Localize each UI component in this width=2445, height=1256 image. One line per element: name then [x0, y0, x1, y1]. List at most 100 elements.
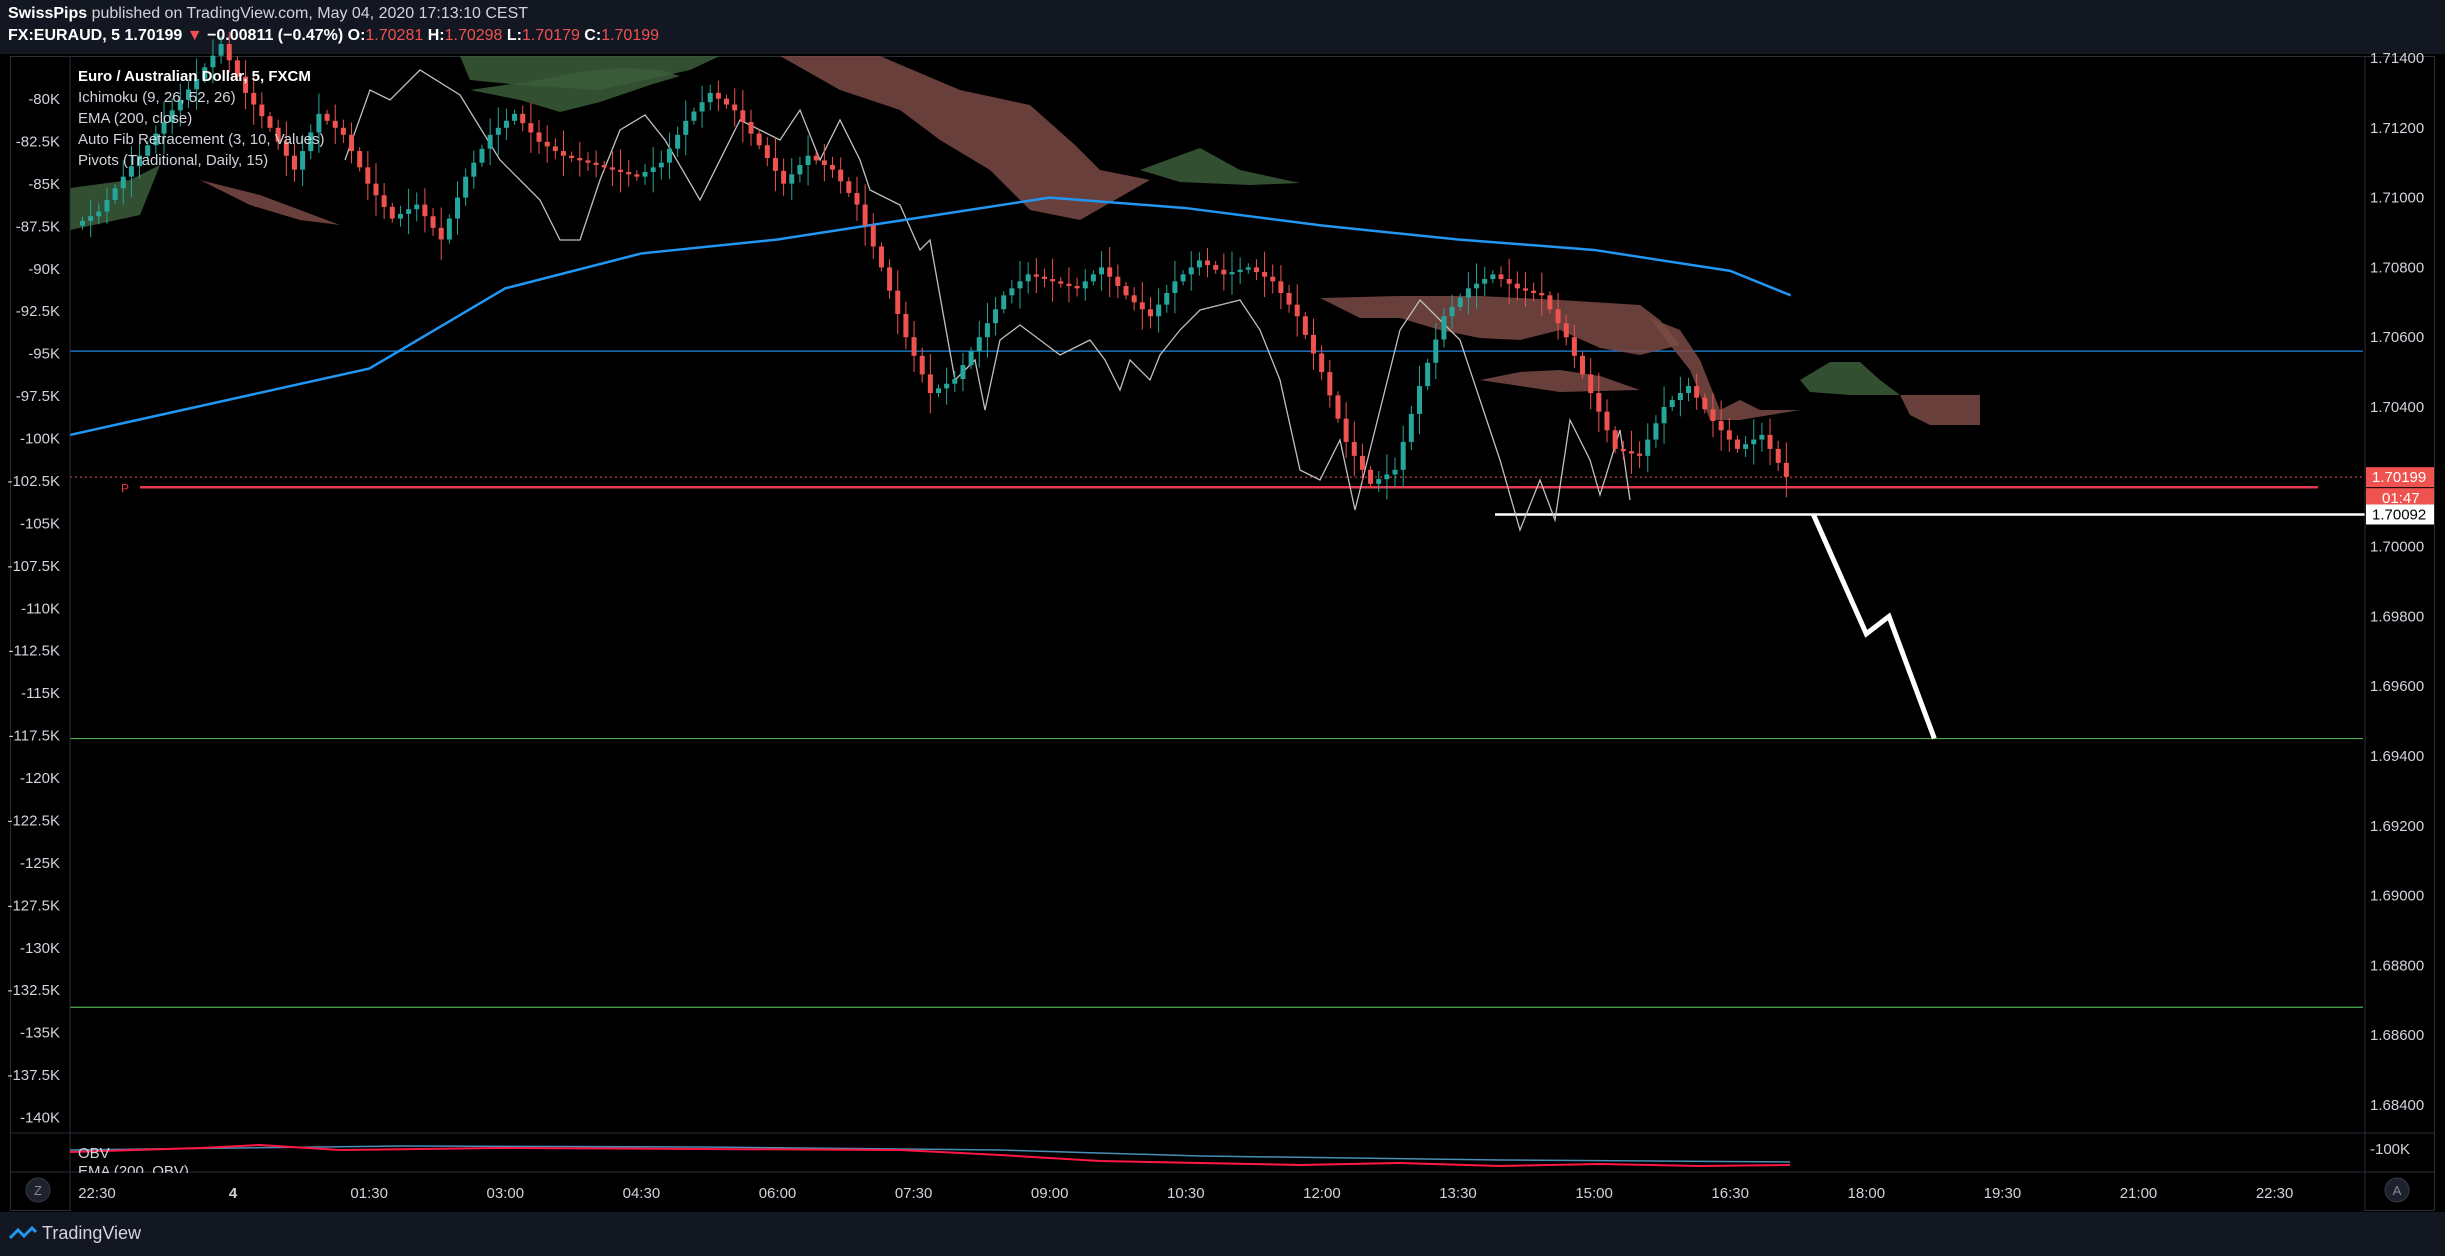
left-tick-label: -110K — [21, 600, 60, 617]
candle-body — [503, 120, 509, 128]
countdown-tag — [2366, 488, 2434, 509]
candle-body — [430, 216, 436, 228]
right-tick-label: 1.71200 — [2370, 120, 2424, 137]
x-tick-label: 13:30 — [1439, 1185, 1477, 1202]
candle-body — [1066, 283, 1072, 287]
left-tick-label: -107.5K — [7, 558, 60, 575]
candle-body — [332, 120, 338, 128]
candle-body — [1734, 439, 1740, 449]
x-tick-label: 22:30 — [2256, 1185, 2294, 1202]
candle-body — [724, 98, 730, 105]
candle-body — [169, 110, 175, 122]
candle-body — [512, 113, 518, 121]
candle-body — [397, 213, 403, 219]
left-tick-label: -105K — [20, 515, 60, 532]
left-tick-label: -135K — [20, 1025, 60, 1042]
candle-body — [1482, 279, 1488, 284]
right-tick-label: 1.69000 — [2370, 888, 2424, 905]
candle-body — [1612, 430, 1618, 449]
legend-fib[interactable]: Auto Fib Retracement (3, 10, Values) — [78, 131, 325, 148]
candle-body — [1262, 272, 1268, 277]
left-tick-label: -120K — [20, 770, 60, 787]
candle-body — [642, 172, 648, 177]
candle-body — [1726, 430, 1732, 440]
candle-body — [960, 365, 966, 380]
candle-body — [1058, 281, 1064, 284]
candle-body — [854, 192, 860, 205]
candle-body — [185, 89, 191, 100]
tradingview-logo-icon — [8, 1225, 38, 1247]
author-name[interactable]: SwissPips — [8, 5, 88, 22]
legend-ema[interactable]: EMA (200, close) — [78, 110, 193, 127]
close-label: C: — [584, 27, 602, 44]
left-tick-label: -85K — [28, 176, 60, 193]
candle-body — [1311, 334, 1317, 354]
candle-body — [1050, 279, 1056, 282]
candle-body — [1376, 479, 1382, 484]
legend-title[interactable]: Euro / Australian Dollar, 5, FXCM — [78, 68, 311, 85]
candle-body — [324, 113, 330, 121]
candle-body — [340, 127, 346, 135]
change-value: −0.00811 (−0.47%) — [207, 27, 344, 44]
candle-body — [1188, 267, 1194, 275]
candle-body — [234, 60, 240, 77]
obv-axis-label: -100K — [2370, 1141, 2410, 1158]
price-chart[interactable]: P 1.71400 1.71200 1.71000 1.70800 1.70600 1.7… — [0, 0, 2445, 1212]
brand-name[interactable]: TradingView — [42, 1223, 142, 1243]
left-tick-label: -92.5K — [16, 303, 60, 320]
ichimoku-cloud-4 — [200, 180, 340, 225]
zoom-button-label: Z — [34, 1183, 42, 1198]
candle-body — [1408, 413, 1414, 442]
left-tick-label: -125K — [20, 855, 60, 872]
candle-body — [1425, 362, 1431, 387]
candle-body — [878, 246, 884, 268]
countdown-tag-text: 01:47 — [2382, 490, 2420, 507]
support-price-tag — [2366, 504, 2434, 525]
x-tick-label: 01:30 — [350, 1185, 388, 1202]
candle-body — [1351, 441, 1357, 456]
legend-ichimoku[interactable]: Ichimoku (9, 26, 52, 26) — [78, 89, 236, 106]
left-tick-label: -97.5K — [16, 388, 60, 405]
candle-body — [952, 379, 958, 384]
candle-body — [1449, 306, 1455, 317]
right-tick-label: 1.69400 — [2370, 748, 2424, 765]
candle-body — [177, 99, 183, 111]
candle-body — [210, 55, 216, 68]
chart-frame[interactable] — [10, 56, 2435, 1211]
candle-body — [1514, 283, 1520, 289]
x-tick-label: 04:30 — [623, 1185, 661, 1202]
candle-body — [585, 160, 591, 163]
publish-line: SwissPips published on TradingView.com, … — [8, 5, 528, 23]
candle-body — [1571, 337, 1577, 356]
legend-pivots[interactable]: Pivots (Traditional, Daily, 15) — [78, 152, 269, 169]
candle-body — [446, 218, 452, 240]
candle-body — [1416, 386, 1422, 414]
candle-body — [283, 141, 289, 156]
right-tick-label: 1.68600 — [2370, 1027, 2424, 1044]
indicator-legend: Euro / Australian Dollar, 5, FXCM Ichimo… — [78, 66, 325, 171]
candle-body — [1563, 323, 1569, 338]
open-label: O: — [347, 27, 366, 44]
candle-body — [715, 92, 721, 99]
candle-body — [1033, 274, 1039, 277]
candle-body — [194, 78, 200, 90]
candle-body — [560, 151, 566, 156]
candle-body — [1319, 353, 1325, 373]
pivot-label: P — [121, 481, 129, 495]
right-tick-label: 1.69200 — [2370, 818, 2424, 835]
candle-body — [1237, 269, 1243, 273]
candle-body — [1457, 297, 1463, 307]
right-tick-label: 1.70800 — [2370, 259, 2424, 276]
candle-body — [813, 155, 819, 161]
candle-body — [202, 67, 208, 79]
candle-body — [911, 337, 917, 356]
candle-body — [1759, 434, 1765, 440]
candle-body — [683, 120, 689, 135]
ichimoku-cloud-9 — [1650, 318, 1800, 420]
x-tick-label: 07:30 — [895, 1185, 933, 1202]
candle-body — [112, 188, 118, 200]
candle-body — [226, 44, 232, 61]
x-tick-label: 18:00 — [1848, 1185, 1886, 1202]
candle-body — [797, 165, 803, 175]
candle-body — [357, 151, 363, 168]
